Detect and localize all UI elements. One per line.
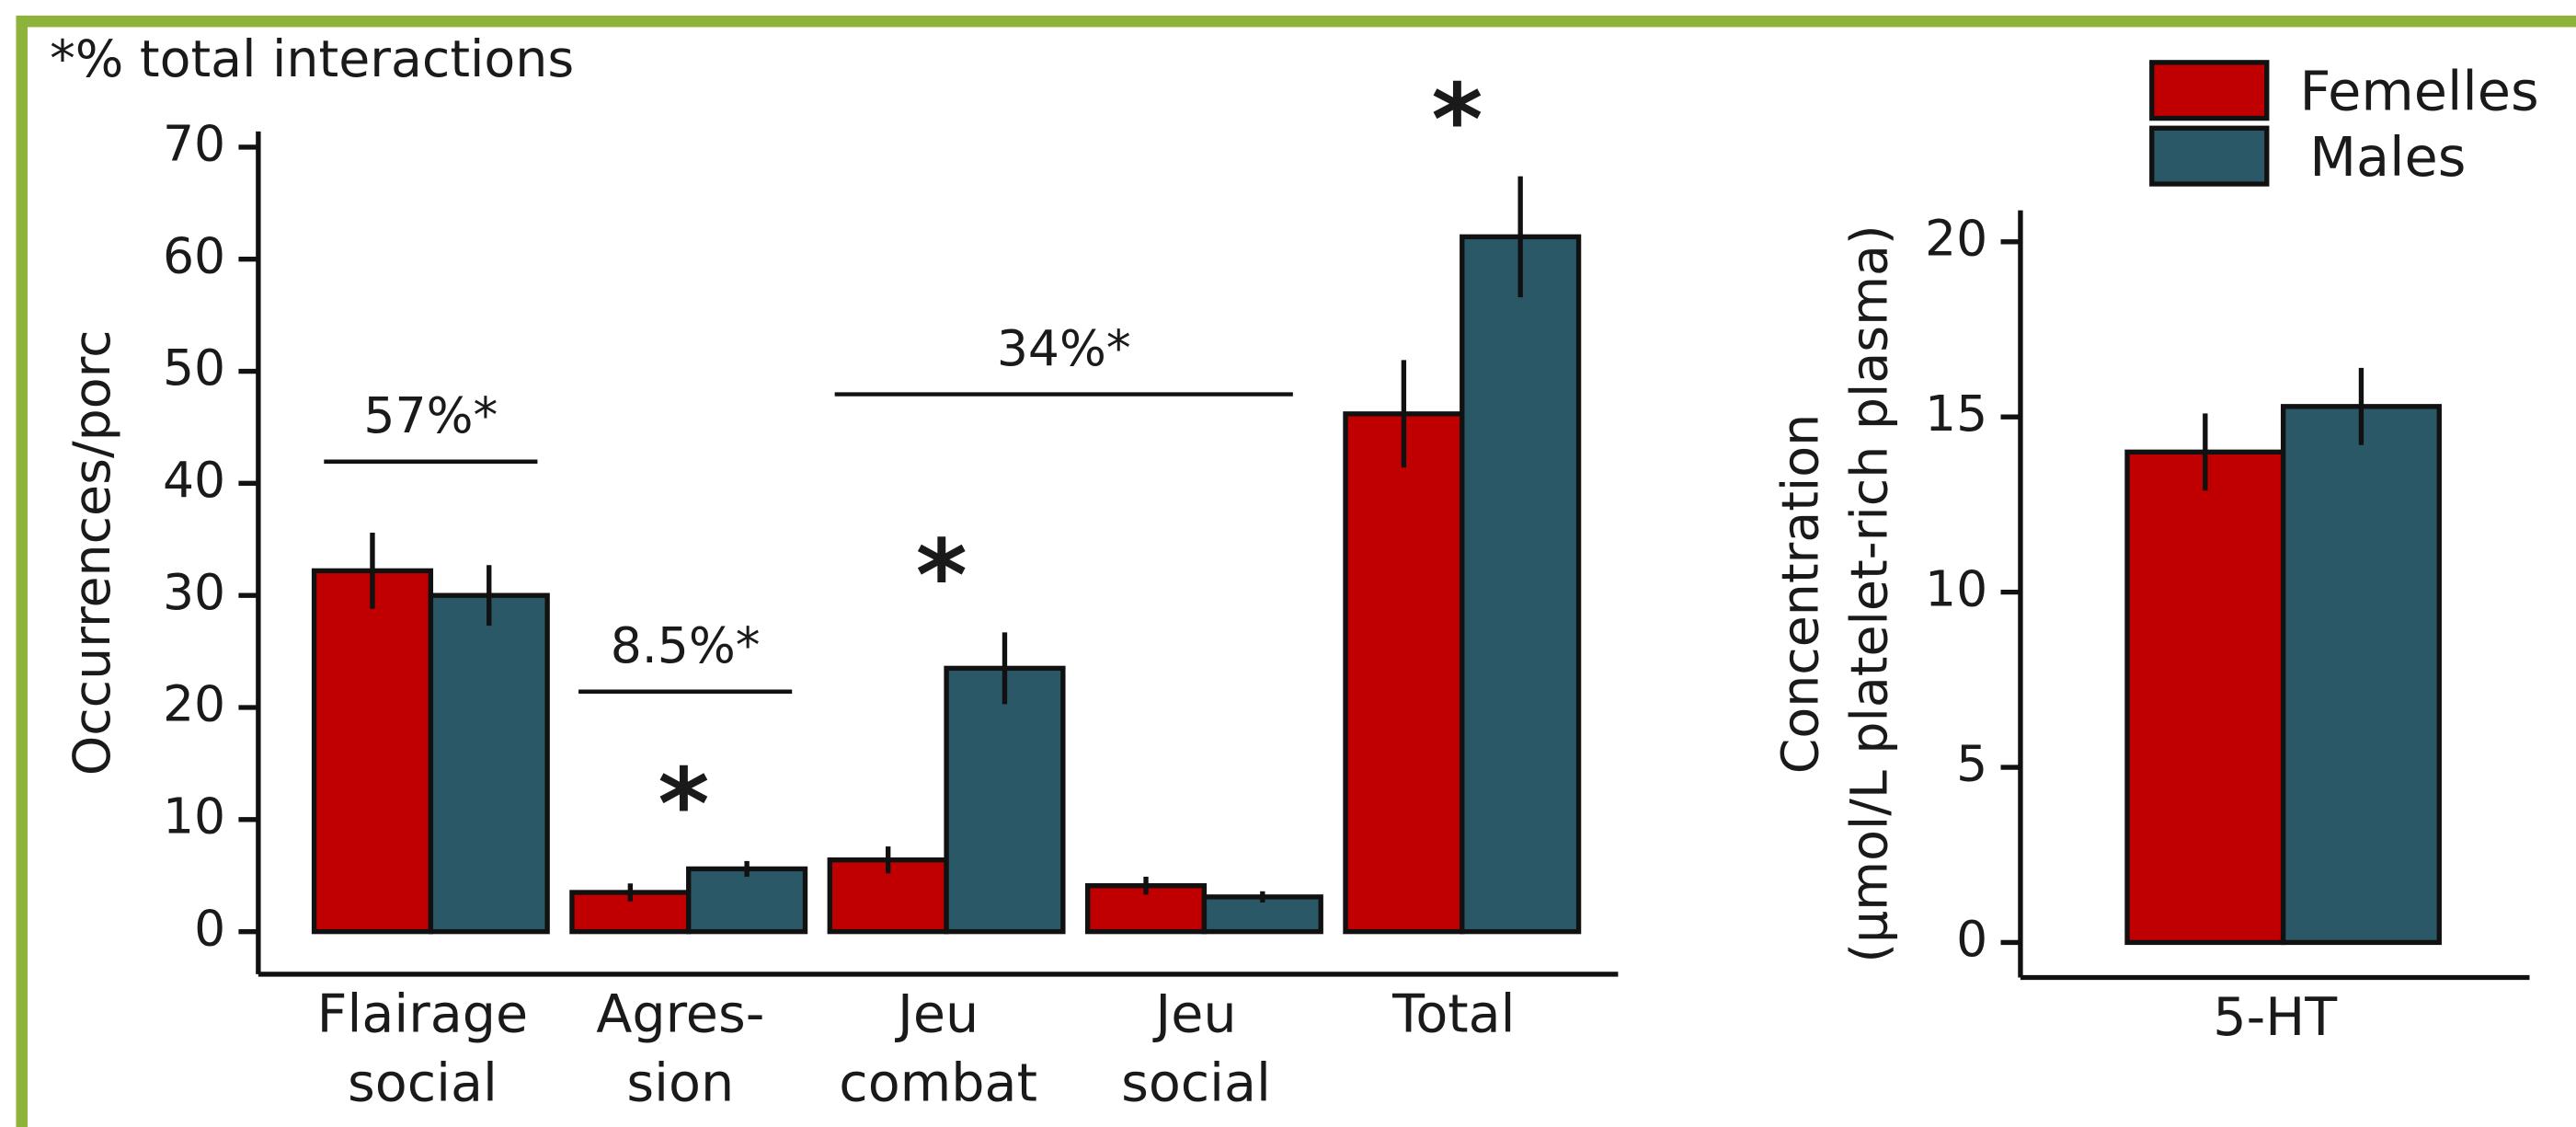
y-tick-label: 60: [163, 226, 225, 284]
y-tick-label: 40: [163, 451, 225, 509]
x-tick-label: Agres-sion: [596, 983, 764, 1113]
y-axis-label: Occurrences/porc: [63, 329, 122, 776]
bar: [944, 665, 1066, 935]
legend-swatch: [2149, 125, 2270, 187]
y-tick-label: 0: [194, 899, 225, 957]
y-axis-label: Concentration: [1771, 414, 1830, 775]
x-tick-label: Jeu combat: [839, 983, 1037, 1113]
bar: [428, 592, 550, 935]
y-tick-label: 5: [1956, 735, 1987, 793]
y-tick-label: 15: [1925, 385, 1987, 443]
x-tick-label: Flairage social: [317, 983, 529, 1113]
y-tick-label: 10: [1925, 559, 1987, 617]
bar: [686, 866, 808, 935]
y-axis-label: (µmol/L platelet-rich plasma): [1840, 224, 1899, 962]
x-tick-label: Jeu social: [1121, 983, 1271, 1113]
y-tick-label: 20: [1925, 209, 1987, 267]
y-tick-label: 0: [1956, 910, 1987, 968]
frame: [16, 15, 2576, 1127]
annotation: 57%*: [363, 386, 498, 444]
legend-swatch: [2149, 60, 2270, 121]
y-tick-label: 10: [163, 787, 225, 845]
significance-star: *: [658, 749, 709, 863]
y-tick-label: 30: [163, 563, 225, 621]
legend-label: Femelles: [2300, 60, 2539, 123]
bar: [1460, 234, 1582, 935]
x-tick-label: Total: [1391, 983, 1515, 1044]
bar: [1201, 894, 1323, 935]
bar: [2124, 449, 2286, 946]
legend-label: Males: [2309, 125, 2466, 189]
y-tick-label: 70: [163, 115, 225, 173]
subtitle: *% total interactions: [50, 30, 574, 89]
bar: [1343, 411, 1465, 935]
bar: [311, 568, 434, 935]
bar: [2280, 404, 2442, 946]
y-tick-label: 50: [163, 339, 225, 397]
significance-star: *: [916, 520, 967, 634]
y-tick-label: 20: [163, 675, 225, 733]
x-tick-label: 5-HT: [2213, 987, 2338, 1048]
annotation: 8.5%*: [611, 616, 761, 674]
annotation: 34%*: [997, 319, 1131, 377]
significance-star: *: [1431, 63, 1483, 178]
